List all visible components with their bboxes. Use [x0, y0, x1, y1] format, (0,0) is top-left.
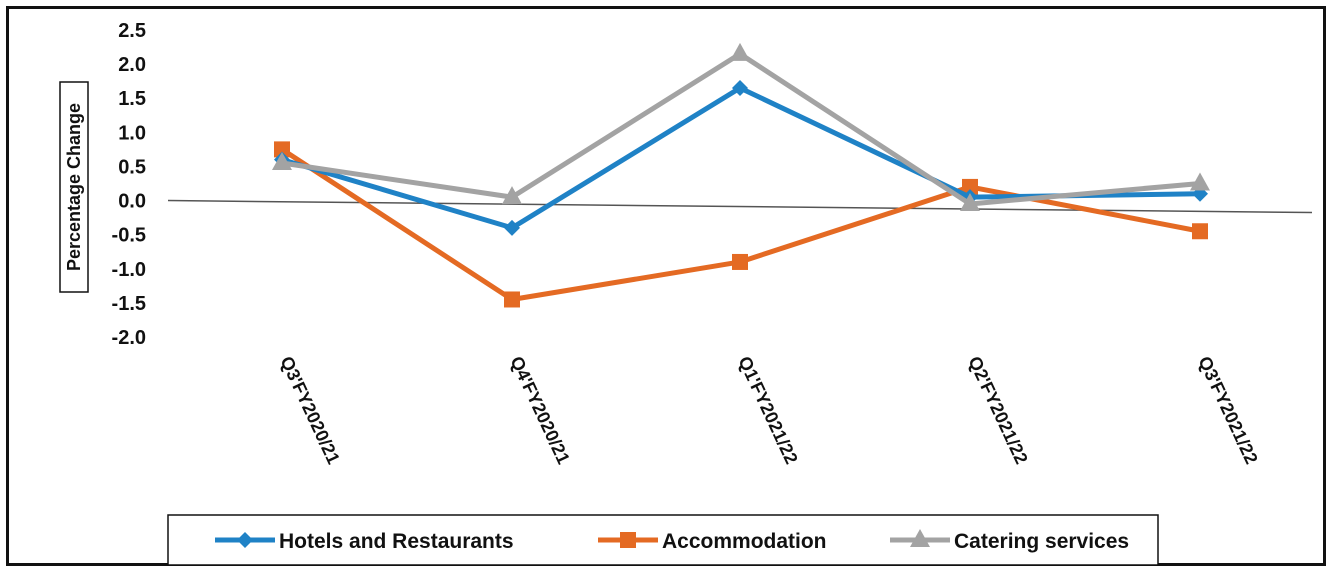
y-axis-label-box — [59, 81, 89, 293]
legend-box — [167, 514, 1159, 566]
y-tick-label: 0.0 — [118, 191, 146, 213]
x-axis-ticks: Q3'FY2020/21 Q4'FY2020/21 Q1'FY2021/22 Q2'F… — [276, 353, 1261, 467]
data-point — [1190, 172, 1210, 191]
data-point — [732, 79, 748, 96]
legend-marker — [237, 532, 253, 548]
y-axis-label-group: Percentage Change — [59, 81, 89, 293]
data-point — [504, 219, 520, 236]
y-tick-label: -0.5 — [112, 225, 146, 247]
legend-label: Catering services — [954, 530, 1129, 553]
legend-label: Accommodation — [662, 530, 827, 553]
x-tick-label: Q1'FY2021/22 — [734, 353, 801, 467]
series-line — [280, 147, 1201, 302]
series-hotels-and-restaurants — [274, 79, 1208, 236]
data-point — [960, 192, 980, 211]
y-tick-label: 0.5 — [118, 156, 146, 178]
y-tick-label: -1.0 — [112, 259, 146, 281]
legend-marker — [620, 532, 636, 548]
legend-label: Hotels and Restaurants — [279, 530, 514, 553]
data-point — [730, 42, 750, 61]
y-axis-ticks: 2.5 2.0 1.5 1.0 0.5 0.0 -0.5 -1.0 -1.5 -2.0 — [112, 20, 146, 349]
data-point — [274, 141, 290, 158]
series-line — [281, 51, 1201, 207]
y-tick-label: -1.5 — [112, 293, 146, 315]
x-tick-label: Q3'FY2021/22 — [1194, 353, 1261, 467]
y-tick-label: 1.0 — [118, 122, 146, 144]
data-point — [504, 291, 520, 308]
y-tick-label: 1.5 — [118, 88, 146, 110]
series-group — [272, 42, 1210, 308]
y-tick-label: -2.0 — [112, 327, 146, 349]
x-tick-label: Q3'FY2020/21 — [276, 353, 343, 467]
data-point — [962, 178, 978, 195]
data-point — [502, 186, 522, 205]
series-accommodation — [274, 141, 1208, 308]
data-point — [1192, 223, 1208, 240]
legend: Hotels and Restaurants Accommodation Cater… — [167, 514, 1159, 566]
legend-marker — [910, 529, 930, 547]
y-axis-label: Percentage Change — [64, 103, 84, 271]
data-point — [272, 152, 292, 171]
x-tick-label: Q4'FY2020/21 — [506, 353, 573, 467]
series-catering-services — [272, 42, 1210, 211]
x-tick-label: Q2'FY2021/22 — [964, 353, 1031, 467]
y-tick-label: 2.0 — [118, 54, 146, 76]
zero-axis-line — [167, 199, 1313, 214]
data-point — [732, 253, 748, 270]
y-tick-label: 2.5 — [118, 20, 146, 42]
